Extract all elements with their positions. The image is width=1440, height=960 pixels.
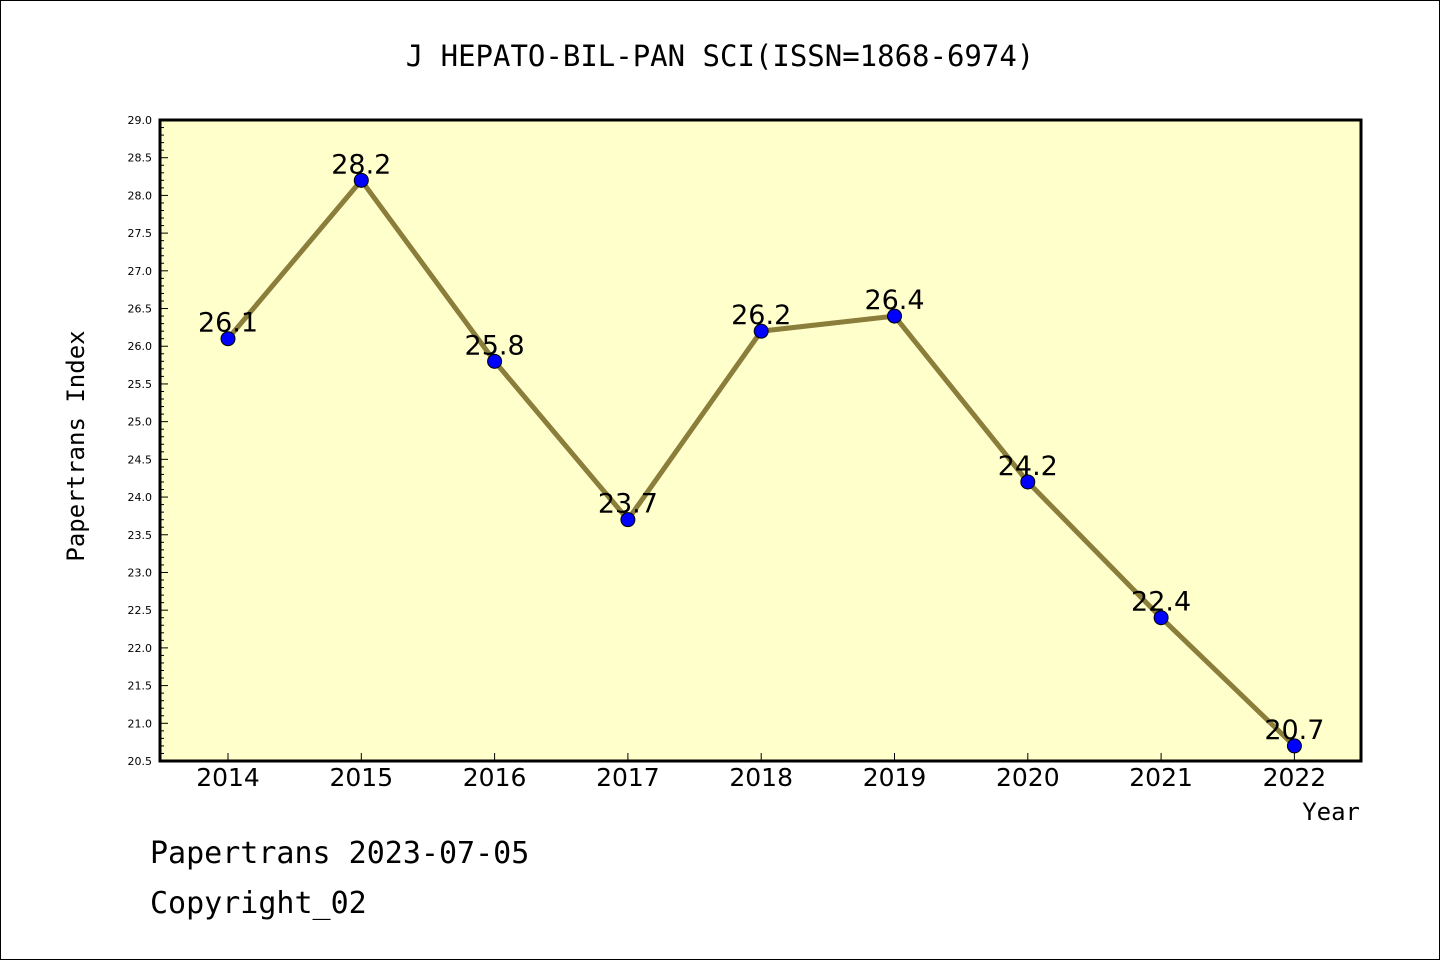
x-tick-label: 2021 (1129, 763, 1193, 792)
y-tick-label: 26.5 (128, 303, 153, 316)
y-tick-label: 24.0 (128, 491, 153, 504)
data-label: 28.2 (331, 149, 391, 180)
data-point (1153, 610, 1169, 626)
x-axis-ticks: 2014 2015 2016 2017 2018 2019 2020 2021 2022 (196, 753, 1326, 792)
x-tick-label: 2020 (996, 763, 1060, 792)
y-tick-label: 23.5 (128, 529, 153, 542)
data-label: 25.8 (465, 330, 525, 361)
x-tick-label: 2016 (463, 763, 527, 792)
data-label: 22.4 (1131, 587, 1191, 618)
y-axis-ticks: 20.5 21.0 21.5 22.0 22.5 23.0 23.5 24.0 24.5 25.0… (128, 114, 168, 768)
x-tick-label: 2014 (196, 763, 260, 792)
chart-title: J HEPATO-BIL-PAN SCI(ISSN=1868-6974) (406, 39, 1035, 73)
data-point (753, 323, 769, 339)
footer-copyright-line: Copyright_02 (150, 886, 367, 921)
x-tick-label: 2018 (729, 763, 793, 792)
x-axis-label: Year (1302, 798, 1360, 826)
data-point (220, 331, 236, 347)
y-tick-label: 22.0 (128, 642, 153, 655)
y-tick-label: 23.0 (128, 566, 153, 579)
plot-area (160, 120, 1361, 761)
data-label: 23.7 (598, 489, 658, 520)
plot-border (158, 118, 1363, 763)
y-tick-label: 28.0 (128, 189, 153, 202)
x-tick-label: 2019 (863, 763, 927, 792)
data-labels-group: 26.1 28.2 25.8 23.7 26.2 26.4 24.2 22.4 20.7 (198, 149, 1325, 746)
y-tick-label: 27.0 (128, 265, 153, 278)
x-tick-label: 2022 (1263, 763, 1327, 792)
data-point (487, 353, 503, 369)
data-label: 20.7 (1264, 715, 1324, 746)
data-point (887, 308, 902, 324)
x-tick-label: 2015 (329, 763, 393, 792)
y-tick-label: 21.5 (128, 680, 153, 693)
data-label: 26.1 (198, 308, 258, 339)
y-tick-label: 26.0 (128, 340, 153, 353)
y-tick-label: 24.5 (128, 453, 153, 466)
series-markers-group (220, 172, 1302, 754)
y-tick-label: 20.5 (128, 755, 153, 768)
y-tick-label: 25.5 (128, 378, 153, 391)
y-tick-label: 21.0 (128, 717, 153, 730)
data-point (1020, 474, 1036, 490)
data-point (353, 172, 369, 188)
data-point (1286, 738, 1302, 754)
y-tick-label: 27.5 (128, 227, 153, 240)
y-tick-label: 22.5 (128, 604, 153, 617)
y-tick-label: 28.5 (128, 152, 153, 165)
y-tick-label: 25.0 (128, 416, 153, 429)
y-tick-label: 29.0 (128, 114, 153, 127)
data-point (620, 512, 636, 528)
x-tick-label: 2017 (596, 763, 660, 792)
data-label: 26.4 (864, 285, 924, 316)
footer-date-line: Papertrans 2023-07-05 (150, 836, 530, 871)
y-axis-label: Papertrans Index (62, 330, 90, 561)
data-label: 26.2 (731, 300, 791, 331)
data-label: 24.2 (998, 451, 1058, 482)
